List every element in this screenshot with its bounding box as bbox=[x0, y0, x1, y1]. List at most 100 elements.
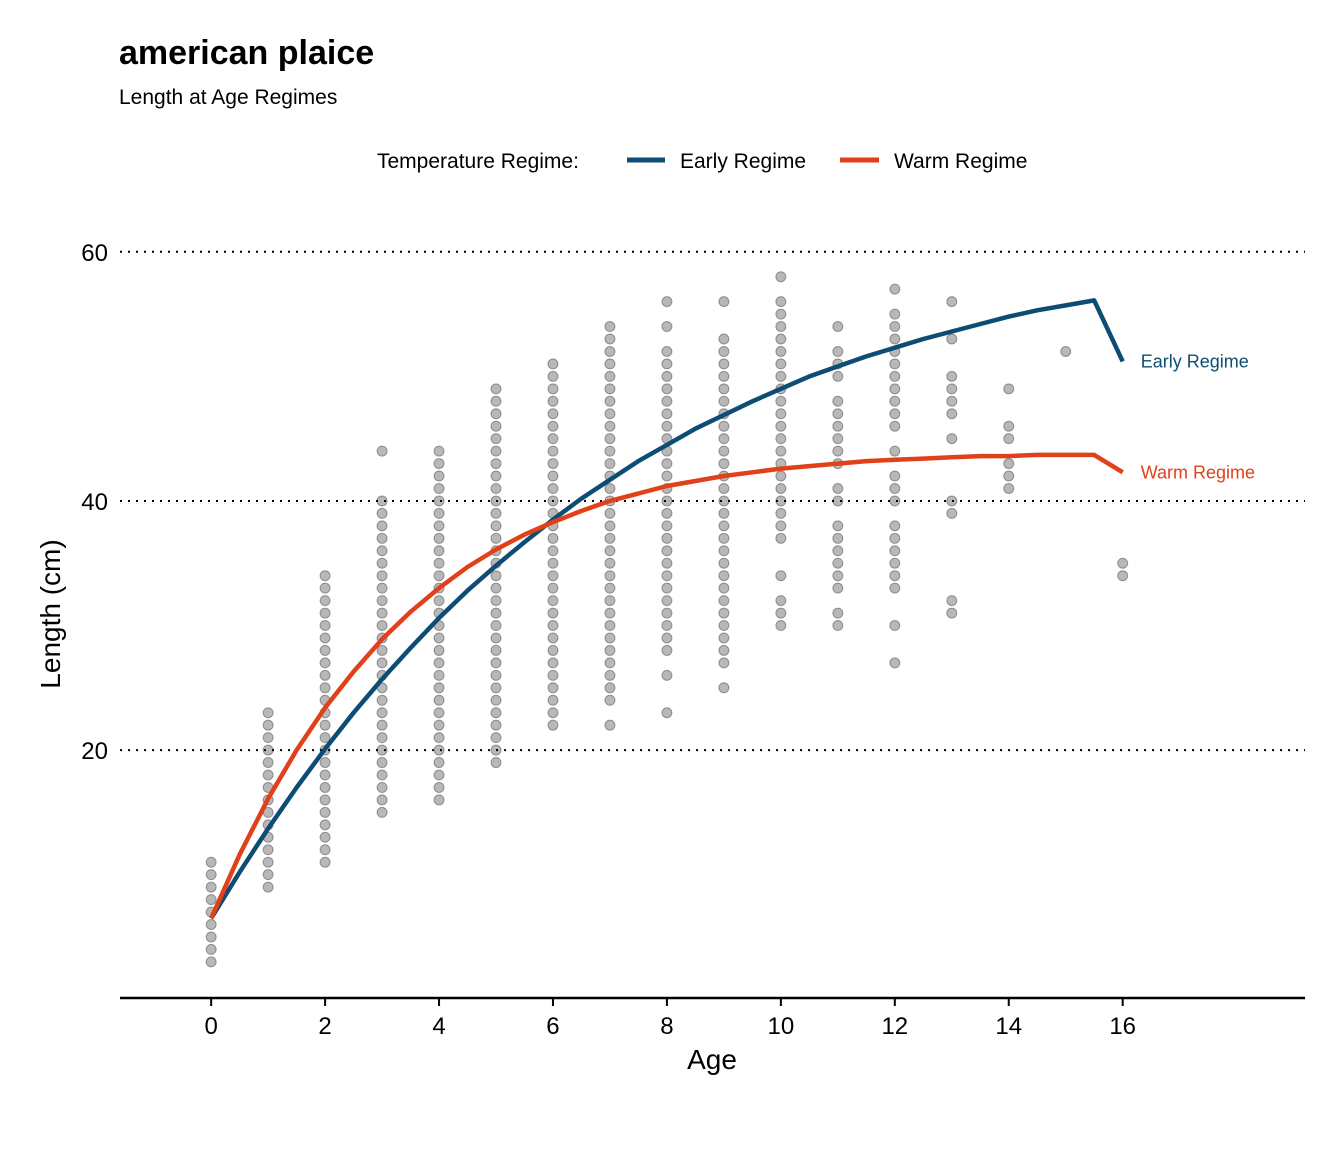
data-point bbox=[604, 545, 616, 557]
data-point bbox=[889, 520, 901, 532]
data-point bbox=[490, 395, 502, 407]
data-point bbox=[775, 321, 787, 333]
data-point bbox=[433, 732, 445, 744]
data-point bbox=[946, 595, 958, 607]
data-point bbox=[661, 358, 673, 370]
data-point bbox=[376, 445, 388, 457]
data-point bbox=[604, 669, 616, 681]
y-tick-label: 60 bbox=[81, 240, 108, 267]
x-tick-label: 14 bbox=[995, 1013, 1022, 1040]
data-point bbox=[661, 495, 673, 507]
data-point bbox=[604, 582, 616, 594]
data-point bbox=[832, 370, 844, 382]
data-point bbox=[718, 395, 730, 407]
data-point bbox=[604, 644, 616, 656]
y-axis: 20 40 60 bbox=[81, 240, 108, 765]
data-point bbox=[433, 482, 445, 494]
data-point bbox=[604, 719, 616, 731]
data-point bbox=[775, 433, 787, 445]
data-point bbox=[490, 507, 502, 519]
data-point bbox=[205, 869, 217, 881]
data-point bbox=[262, 744, 274, 756]
data-point bbox=[433, 719, 445, 731]
data-point bbox=[718, 370, 730, 382]
data-point bbox=[775, 370, 787, 382]
data-point bbox=[889, 582, 901, 594]
data-point bbox=[319, 719, 331, 731]
data-point bbox=[604, 445, 616, 457]
data-point bbox=[775, 470, 787, 482]
data-point bbox=[433, 657, 445, 669]
data-point bbox=[661, 607, 673, 619]
data-point bbox=[490, 707, 502, 719]
data-point bbox=[661, 532, 673, 544]
data-point bbox=[832, 445, 844, 457]
data-point bbox=[889, 283, 901, 295]
data-point bbox=[946, 395, 958, 407]
data-point bbox=[319, 781, 331, 793]
data-point bbox=[832, 482, 844, 494]
data-point bbox=[547, 445, 559, 457]
data-point bbox=[490, 582, 502, 594]
x-tick-label: 6 bbox=[546, 1013, 559, 1040]
data-point bbox=[775, 532, 787, 544]
y-axis-title: Length (cm) bbox=[35, 539, 66, 688]
data-point bbox=[376, 520, 388, 532]
data-point bbox=[832, 420, 844, 432]
data-point bbox=[262, 757, 274, 769]
data-point bbox=[319, 856, 331, 868]
regime-curves bbox=[209, 298, 1125, 920]
data-point bbox=[433, 669, 445, 681]
data-point bbox=[889, 420, 901, 432]
data-point bbox=[718, 570, 730, 582]
data-point bbox=[376, 507, 388, 519]
data-point bbox=[319, 819, 331, 831]
data-point bbox=[547, 433, 559, 445]
data-point bbox=[547, 582, 559, 594]
data-point bbox=[604, 507, 616, 519]
data-point bbox=[1003, 420, 1015, 432]
data-point bbox=[205, 881, 217, 893]
data-point bbox=[718, 657, 730, 669]
data-point bbox=[946, 383, 958, 395]
data-point bbox=[718, 520, 730, 532]
data-point bbox=[319, 757, 331, 769]
data-point bbox=[376, 719, 388, 731]
data-point bbox=[775, 296, 787, 308]
data-point bbox=[319, 831, 331, 843]
data-point bbox=[661, 408, 673, 420]
data-point bbox=[547, 470, 559, 482]
data-point bbox=[547, 545, 559, 557]
data-point bbox=[547, 682, 559, 694]
data-point bbox=[547, 557, 559, 569]
data-point bbox=[319, 657, 331, 669]
data-point bbox=[775, 495, 787, 507]
data-point bbox=[547, 532, 559, 544]
x-tick-label: 10 bbox=[768, 1013, 795, 1040]
data-point bbox=[376, 495, 388, 507]
data-point bbox=[490, 482, 502, 494]
data-point bbox=[889, 482, 901, 494]
data-point bbox=[718, 495, 730, 507]
data-point bbox=[490, 682, 502, 694]
data-point bbox=[1117, 570, 1129, 582]
data-point bbox=[604, 607, 616, 619]
data-point bbox=[262, 719, 274, 731]
data-point bbox=[718, 532, 730, 544]
data-point bbox=[832, 433, 844, 445]
data-point bbox=[376, 744, 388, 756]
data-point bbox=[946, 433, 958, 445]
data-point bbox=[319, 844, 331, 856]
data-point bbox=[490, 433, 502, 445]
data-point bbox=[718, 545, 730, 557]
curve-end-labels: Early Regime Warm Regime bbox=[1141, 351, 1255, 482]
data-point bbox=[547, 370, 559, 382]
chart-subtitle: Length at Age Regimes bbox=[119, 86, 338, 109]
data-point bbox=[547, 383, 559, 395]
data-point bbox=[490, 607, 502, 619]
data-point bbox=[205, 931, 217, 943]
data-point bbox=[832, 620, 844, 632]
data-point bbox=[661, 420, 673, 432]
data-point bbox=[205, 919, 217, 931]
y-tick-label: 40 bbox=[81, 489, 108, 516]
